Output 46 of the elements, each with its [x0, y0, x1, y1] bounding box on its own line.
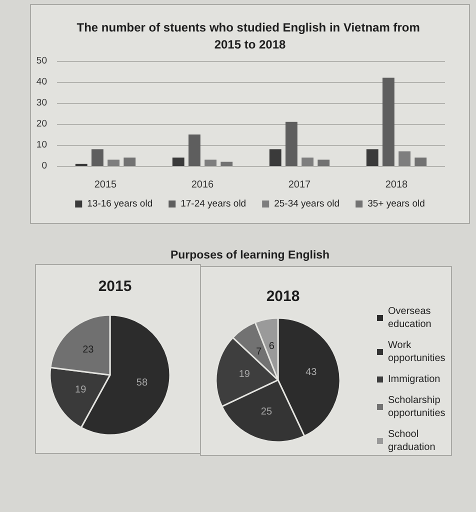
bar — [286, 122, 298, 166]
y-tick-label: 20 — [36, 118, 47, 130]
y-tick-label: 40 — [36, 76, 47, 88]
bar — [366, 149, 378, 166]
data-label: 43 — [306, 367, 318, 378]
legend-label: Work opportunities — [388, 340, 446, 364]
bar — [92, 149, 104, 166]
data-label: 19 — [238, 369, 250, 380]
bar — [382, 78, 394, 166]
y-tick-label: 0 — [42, 160, 47, 172]
bar — [414, 158, 427, 166]
legend-label: 25-34 years old — [274, 198, 340, 210]
legend-label: School graduation — [388, 429, 436, 453]
x-tick-label: 2018 — [385, 180, 408, 190]
data-label: 23 — [82, 344, 94, 356]
bar — [220, 162, 233, 166]
legend-label: Overseas education — [388, 306, 434, 330]
y-tick-label: 10 — [36, 140, 47, 150]
bar — [108, 160, 120, 166]
legend-label: Immigration — [388, 374, 440, 385]
y-tick-label: 50 — [36, 56, 47, 66]
x-tick-label: 2017 — [288, 180, 312, 190]
bar — [302, 158, 314, 166]
data-label: 25 — [260, 406, 272, 418]
legend-label: Scholarship opportunities — [388, 395, 446, 419]
chart-title: Purposes of learning English — [170, 250, 330, 262]
x-tick-label: 2015 — [94, 180, 118, 190]
bar — [172, 158, 184, 166]
chart-subtitle: 2015 — [98, 278, 132, 295]
bar — [398, 151, 410, 166]
bar — [204, 160, 216, 166]
chart-title: The number of stuents who studied English in Vietnam from 2015 to 2018 — [76, 20, 424, 52]
legend-label: 17-24 years old — [180, 198, 246, 210]
y-tick-label: 30 — [36, 98, 47, 108]
bar — [188, 134, 200, 166]
x-tick-label: 2016 — [191, 180, 214, 190]
data-label: 19 — [75, 384, 87, 396]
data-label: 58 — [136, 378, 148, 389]
bar — [269, 149, 282, 166]
bar — [318, 160, 330, 166]
data-label: 7 — [256, 346, 262, 358]
bar — [124, 158, 136, 166]
text: 2018 — [266, 288, 300, 305]
data-label: 6 — [268, 341, 275, 352]
legend-label: 35+ years old — [368, 198, 425, 210]
legend-label: 13-16 years old — [87, 198, 153, 210]
